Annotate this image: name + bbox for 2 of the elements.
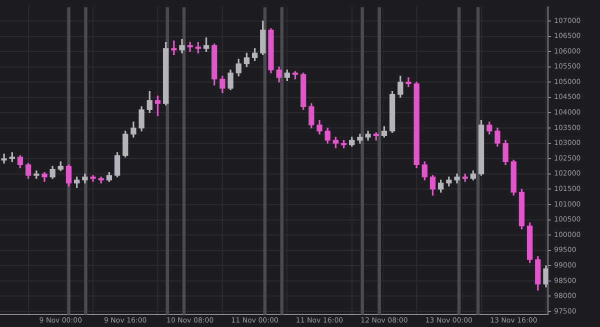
candlestick	[1, 154, 7, 164]
candlestick	[406, 77, 412, 88]
